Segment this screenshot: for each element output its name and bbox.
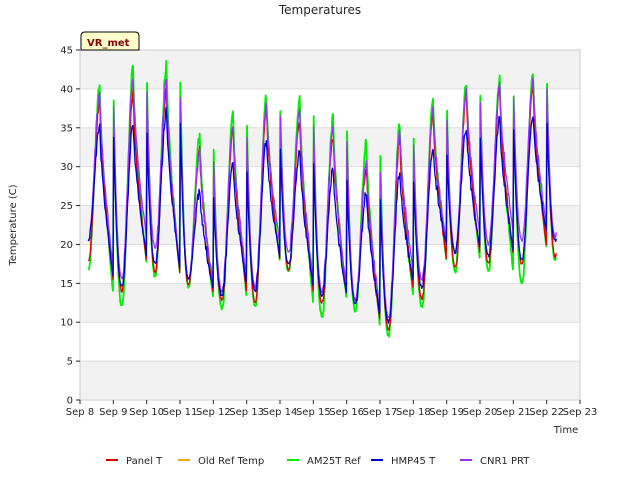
x-tick-label: Sep 21 (496, 407, 531, 418)
x-tick-label: Sep 9 (99, 407, 127, 418)
band-10 (80, 283, 580, 323)
badge-box (80, 31, 140, 51)
legend: Panel T Old Ref Temp AM25T Ref HMP45 T CNR1 … (106, 456, 530, 467)
x-tick-label: Sep 15 (296, 407, 331, 418)
x-tick-label: Sep 22 (529, 407, 564, 418)
plot-frame (79, 49, 581, 401)
x-tick-label: Sep 17 (363, 407, 398, 418)
y-tick-label: 40 (60, 84, 73, 95)
legend-label: HMP45 T (391, 456, 436, 467)
legend-label: Panel T (126, 456, 163, 467)
y-tick-label: 10 (60, 318, 73, 329)
y-tick-label: 20 (60, 240, 73, 251)
vr-met-badge: VR_met (80, 31, 140, 51)
badge-label: VR_met (87, 38, 130, 49)
x-tick-label: Sep 12 (196, 407, 231, 418)
legend-label: AM25T Ref (307, 456, 361, 467)
x-tick-label: Sep 10 (129, 407, 164, 418)
band-0 (80, 361, 580, 400)
y-tick-label: 35 (60, 123, 73, 134)
y-axis-label: Temperature (C) (8, 184, 19, 266)
x-axis-label: Time (553, 425, 578, 436)
x-tick-label: Sep 20 (463, 407, 498, 418)
x-tick-label: Sep 13 (229, 407, 264, 418)
series-line-hmp45-t (87, 106, 557, 324)
x-tick-label: Sep 19 (429, 407, 464, 418)
series-line-cnr1-prt (87, 77, 557, 319)
y-tick-label: 15 (60, 279, 73, 290)
y-axis-ticks: 0 5 10 15 20 25 30 35 40 45 (60, 46, 80, 407)
x-tick-label: Sep 14 (263, 407, 298, 418)
x-tick-label: Sep 18 (396, 407, 431, 418)
legend-label: Old Ref Temp (198, 456, 264, 467)
y-tick-label: 25 (60, 201, 73, 212)
y-tick-label: 0 (67, 396, 73, 407)
y-tick-label: 30 (60, 162, 73, 173)
background-bands (80, 50, 580, 400)
band-20 (80, 205, 580, 245)
chart-title: Temperatures (278, 3, 361, 17)
legend-label: CNR1 PRT (480, 456, 530, 467)
y-tick-label: 45 (60, 46, 73, 57)
x-tick-label: Sep 16 (329, 407, 364, 418)
x-tick-label: Sep 11 (163, 407, 198, 418)
x-tick-label: Sep 23 (563, 407, 598, 418)
series-lines (87, 59, 558, 338)
y-tick-label: 5 (67, 357, 73, 368)
band-40 (80, 50, 580, 89)
series-line-am25t-ref (87, 59, 558, 338)
x-tick-label: Sep 8 (66, 407, 94, 418)
